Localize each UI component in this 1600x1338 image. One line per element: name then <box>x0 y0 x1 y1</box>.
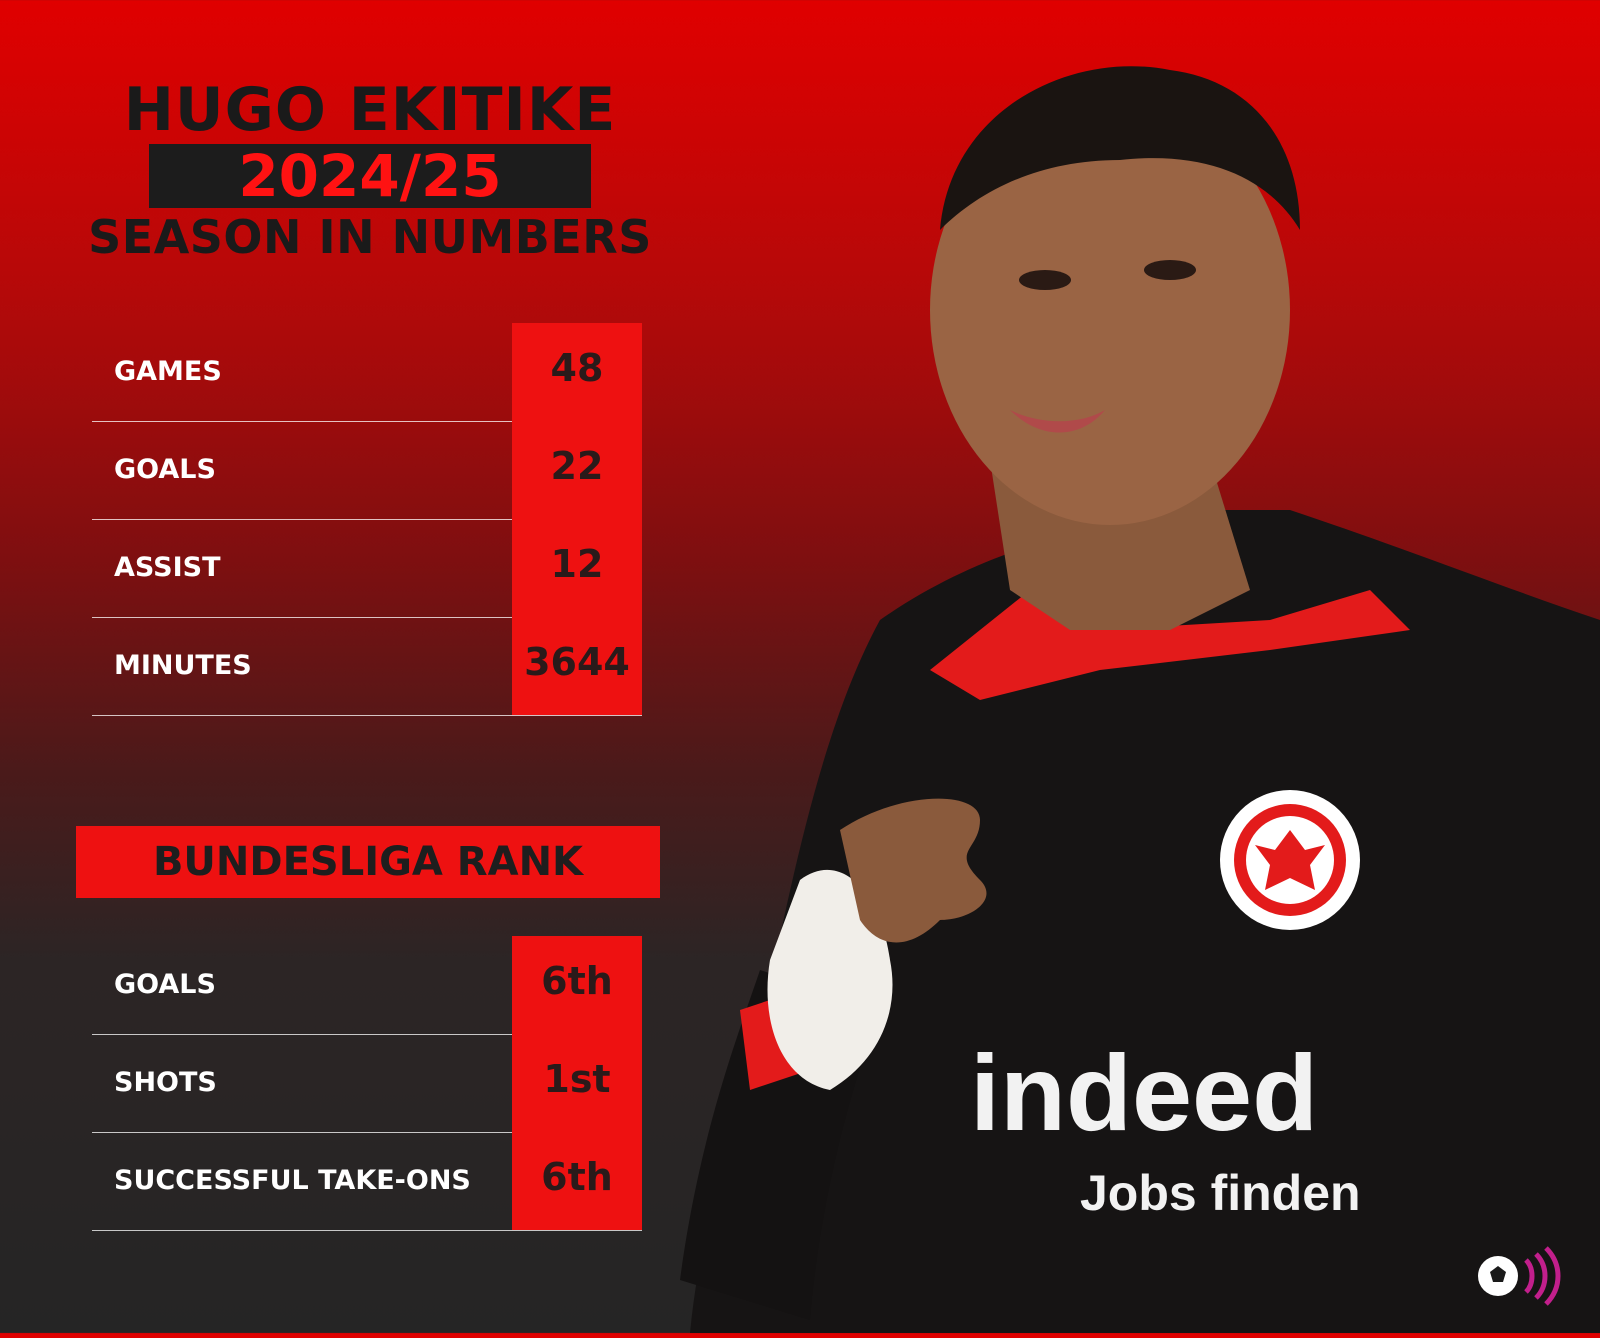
stat-row-assist: ASSIST 12 <box>92 519 642 618</box>
title-subtitle: SEASON IN NUMBERS <box>88 210 652 264</box>
sponsor-sub: Jobs finden <box>1080 1165 1361 1221</box>
stat-value: 3644 <box>512 617 642 715</box>
rank-row-take-ons: SUCCESSFUL TAKE-ONS 6th <box>92 1132 642 1231</box>
eagle-icon <box>1255 830 1325 890</box>
rank-header: BUNDESLIGA RANK <box>76 826 660 898</box>
stat-row-goals: GOALS 22 <box>92 421 642 520</box>
hand <box>840 798 987 943</box>
stat-label: GOALS <box>114 454 216 485</box>
stat-label: GAMES <box>114 356 222 387</box>
stat-value: 12 <box>512 519 642 617</box>
hair <box>940 66 1300 230</box>
rank-value: 1st <box>512 1034 642 1132</box>
stat-row-games: GAMES 48 <box>92 323 642 422</box>
stat-label: ASSIST <box>114 552 221 583</box>
stat-value: 48 <box>512 323 642 421</box>
rank-row-shots: SHOTS 1st <box>92 1034 642 1133</box>
sponsor-main: indeed <box>970 1032 1318 1153</box>
rank-label: GOALS <box>114 969 216 1000</box>
stat-label: MINUTES <box>114 650 252 681</box>
brand-logo <box>1470 1240 1570 1310</box>
rank-row-goals: GOALS 6th <box>92 936 642 1035</box>
player-illustration: indeed Jobs finden <box>680 66 1600 1333</box>
rank-value: 6th <box>512 1132 642 1230</box>
eye-left <box>1019 270 1071 290</box>
mouth <box>1010 410 1105 433</box>
rank-label: SHOTS <box>114 1067 217 1098</box>
jersey-collar <box>930 590 1410 700</box>
rank-value: 6th <box>512 936 642 1034</box>
season-badge: 2024/25 <box>149 144 591 208</box>
stat-value: 22 <box>512 421 642 519</box>
rank-label: SUCCESSFUL TAKE-ONS <box>114 1165 471 1196</box>
stat-row-minutes: MINUTES 3644 <box>92 617 642 716</box>
player-name: HUGO EKITIKE <box>123 75 617 145</box>
jersey <box>690 510 1600 1333</box>
eye-right <box>1144 260 1196 280</box>
title-block: HUGO EKITIKE 2024/25 SEASON IN NUMBERS <box>60 78 680 262</box>
taped-wrist <box>767 869 893 1090</box>
player-photo: indeed Jobs finden <box>650 30 1600 1333</box>
football-signal-icon <box>1478 1246 1561 1306</box>
